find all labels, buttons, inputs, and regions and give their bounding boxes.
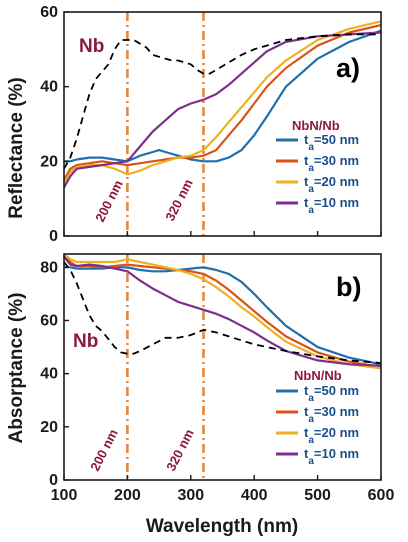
panel-b-series-t-a-10-nm [63,256,382,367]
panel-a-y-tick-label: 20 [40,153,58,170]
panel-a-plot-frame [63,11,382,237]
panel-b-x-tick-label: 300 [177,487,204,504]
panel-a-nb-series-label: Nb [79,36,104,57]
panel-b-x-tick-label: 600 [368,487,395,504]
panel-b-series-nb [63,261,382,364]
panel-b-series-t-a-50-nm [64,266,382,366]
panel-a-series-nb [63,33,381,170]
panel-a-letter: a) [336,53,360,83]
panel-b-x-tick-label: 500 [304,487,331,504]
panel-b-y-tick-label: 0 [49,472,58,489]
panel-b-letter: b) [336,272,361,302]
panel-b-y-tick-label: 40 [40,366,58,383]
panel-b-x-tick-label: 100 [51,487,78,504]
panel-b-nb-series-label: Nb [73,331,98,352]
panel-b-series-t-a-20-nm [63,253,382,370]
panel-a-y-tick-label: 60 [40,4,58,21]
panel-a-y-tick-label: 0 [49,228,58,245]
panel-b-y-tick-label: 80 [40,259,58,276]
panel-a-y-axis-title: Reflectance (%) [6,77,27,219]
panel-b-x-axis-title: Wavelength (nm) [146,516,298,537]
panel-b-plot-frame [63,253,382,481]
panel-b-y-tick-label: 60 [40,312,58,329]
panel-a-series-t-a-50-nm [64,29,382,163]
panel-a-legend-title: NbN/Nb [292,118,340,133]
panel-b-series-t-a-30-nm [63,253,382,369]
panel-b-x-tick-label: 200 [114,487,141,504]
panel-a-y-tick-label: 40 [40,79,58,96]
panel-b-x-tick-label: 400 [241,487,268,504]
panel-b-y-tick-label: 20 [40,419,58,436]
panel-b-legend-title: NbN/Nb [294,368,342,383]
panel-b-y-axis-title: Absorptance (%) [6,293,27,444]
panel-a-series-t-a-10-nm [63,31,382,189]
